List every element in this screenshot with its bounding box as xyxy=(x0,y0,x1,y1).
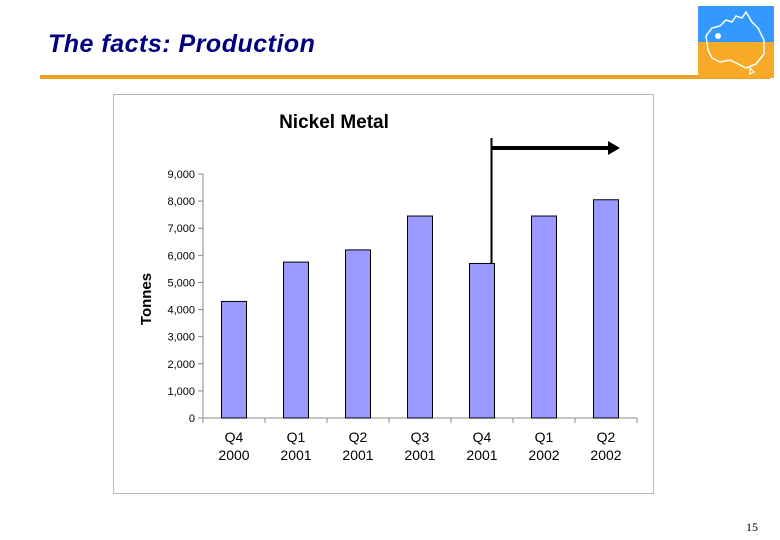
y-tick-label: 8,000 xyxy=(167,196,195,208)
slide-title: The facts: Production xyxy=(48,30,316,58)
title-underline xyxy=(40,75,770,79)
x-tick-label: Q1 xyxy=(535,429,554,445)
x-tick-label: Q4 xyxy=(225,429,244,445)
bar xyxy=(593,199,619,419)
bar xyxy=(469,262,495,419)
bar xyxy=(407,215,433,419)
nickel-metal-chart: Nickel Metal Tonnes 0 1,000 2,000 3,000 4,000 5… xyxy=(138,112,638,463)
x-tick-label: 2002 xyxy=(590,447,621,463)
chart-frame: Nickel Metal Tonnes 0 1,000 2,000 3,000 4,000 5… xyxy=(113,94,654,494)
annotation-arrow-head xyxy=(608,141,620,155)
x-tick-label: 2000 xyxy=(218,447,249,463)
bar xyxy=(221,300,247,419)
x-tick-label: Q2 xyxy=(597,429,616,445)
x-tick-label: 2002 xyxy=(528,447,559,463)
bar xyxy=(283,261,309,419)
y-tick-label: 7,000 xyxy=(167,223,195,235)
australia-map-logo-icon xyxy=(698,6,774,78)
y-tick-label: 9,000 xyxy=(167,169,195,181)
y-tick-label: 5,000 xyxy=(167,277,195,289)
x-tick-label: 2001 xyxy=(404,447,435,463)
x-tick-label: Q1 xyxy=(287,429,306,445)
x-tick-label: Q4 xyxy=(473,429,492,445)
y-tick-label: 0 xyxy=(189,413,195,425)
chart-title: Nickel Metal xyxy=(279,112,389,133)
y-tick-label: 6,000 xyxy=(167,250,195,262)
x-tick-label: 2001 xyxy=(280,447,311,463)
x-tick-label: Q2 xyxy=(349,429,368,445)
y-tick-label: 1,000 xyxy=(167,386,195,398)
y-axis-label: Tonnes xyxy=(138,273,155,325)
x-tick-label: Q3 xyxy=(411,429,430,445)
bar xyxy=(531,215,557,419)
x-tick-label: 2001 xyxy=(466,447,497,463)
y-tick-label: 2,000 xyxy=(167,359,195,371)
page-number: 15 xyxy=(746,520,758,534)
y-tick-label: 4,000 xyxy=(167,305,195,317)
y-tick-label: 3,000 xyxy=(167,332,195,344)
x-tick-label: 2001 xyxy=(342,447,373,463)
bar xyxy=(345,249,371,419)
